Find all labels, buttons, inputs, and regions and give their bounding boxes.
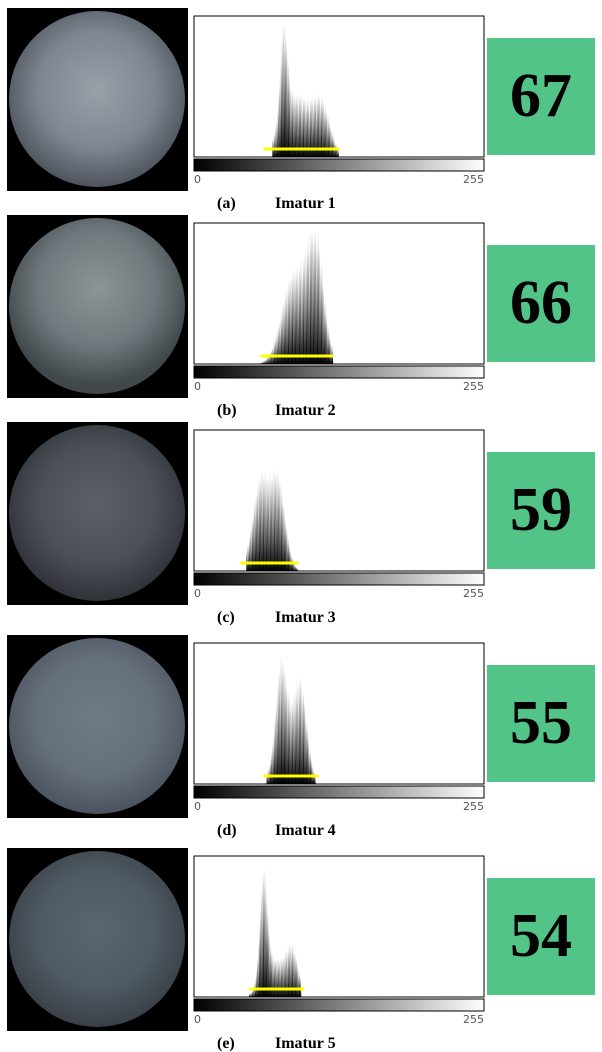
panel-label: (a) <box>217 195 236 212</box>
panel-label: (c) <box>217 609 235 626</box>
panel-label: (d) <box>217 822 237 839</box>
photo <box>9 11 185 187</box>
gray-scale-bar <box>194 366 484 378</box>
histogram-frame <box>194 643 484 784</box>
gray-scale-bar <box>194 786 484 798</box>
histogram-frame <box>194 430 484 571</box>
panel-label: (b) <box>217 402 237 419</box>
score: 66 <box>510 269 572 337</box>
axis-max: 255 <box>463 173 484 186</box>
score: 55 <box>510 689 572 757</box>
axis-max: 255 <box>463 380 484 393</box>
gray-scale-bar <box>194 573 484 585</box>
histogram-frame <box>194 16 484 157</box>
photo <box>9 425 185 601</box>
score: 59 <box>510 476 572 544</box>
axis-min: 0 <box>194 1013 201 1026</box>
axis-min: 0 <box>194 380 201 393</box>
panel: 0 255 54 (e) Imatur 5 <box>7 848 595 1052</box>
figure: 0 255 67 (a) Imatur 1 0 255 66 (b) Imatur 2 0 255 59… <box>0 0 602 1052</box>
histogram-frame <box>194 856 484 997</box>
score: 67 <box>510 62 572 130</box>
panel: 0 255 59 (c) Imatur 3 <box>7 422 595 626</box>
photo <box>9 851 185 1027</box>
panel-caption: Imatur 3 <box>275 609 336 626</box>
photo <box>9 218 185 394</box>
score: 54 <box>510 902 572 970</box>
panel-label: (e) <box>217 1035 235 1052</box>
gray-scale-bar <box>194 999 484 1011</box>
axis-max: 255 <box>463 800 484 813</box>
panel: 0 255 66 (b) Imatur 2 <box>7 215 595 419</box>
panel-caption: Imatur 4 <box>275 822 336 839</box>
panel-caption: Imatur 1 <box>275 195 336 212</box>
axis-min: 0 <box>194 800 201 813</box>
axis-min: 0 <box>194 173 201 186</box>
axis-max: 255 <box>463 587 484 600</box>
panel-caption: Imatur 2 <box>275 402 336 419</box>
panel-caption: Imatur 5 <box>275 1035 336 1052</box>
panel: 0 255 55 (d) Imatur 4 <box>7 635 595 839</box>
axis-min: 0 <box>194 587 201 600</box>
axis-max: 255 <box>463 1013 484 1026</box>
photo <box>9 638 185 814</box>
histogram-frame <box>194 223 484 364</box>
panel: 0 255 67 (a) Imatur 1 <box>7 8 595 212</box>
gray-scale-bar <box>194 159 484 171</box>
